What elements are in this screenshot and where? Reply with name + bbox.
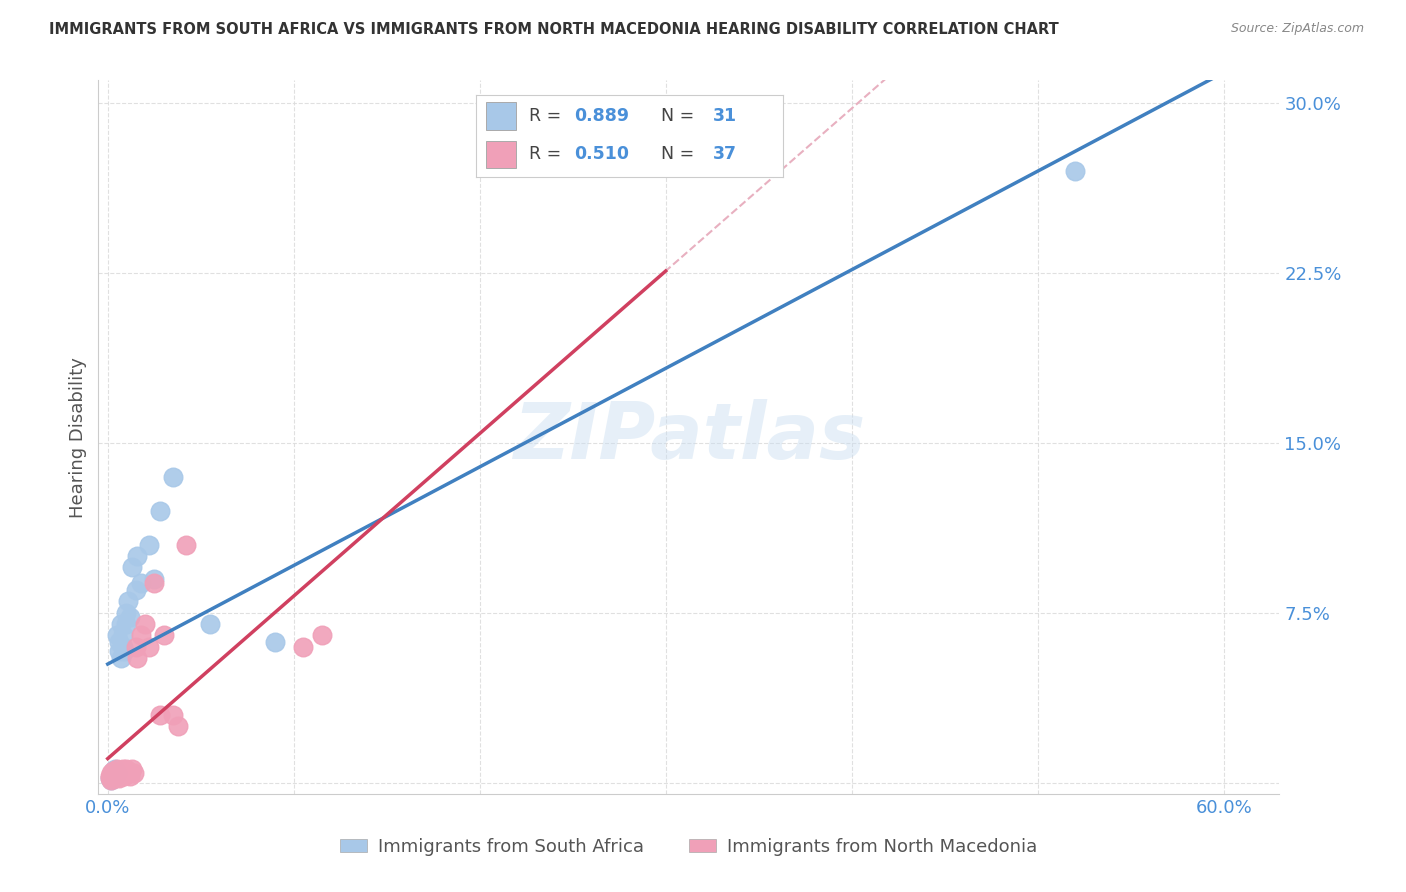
- Point: [111, 766, 134, 780]
- Point: [134, 617, 156, 632]
- Point: [167, 719, 190, 733]
- Point: [149, 707, 172, 722]
- Point: [152, 628, 174, 642]
- Text: Source: ZipAtlas.com: Source: ZipAtlas.com: [1230, 22, 1364, 36]
- Point: [114, 764, 136, 779]
- Point: [100, 769, 122, 783]
- Point: [124, 582, 146, 597]
- Point: [129, 628, 152, 642]
- Text: IMMIGRANTS FROM SOUTH AFRICA VS IMMIGRANTS FROM NORTH MACEDONIA HEARING DISABILI: IMMIGRANTS FROM SOUTH AFRICA VS IMMIGRAN…: [49, 22, 1059, 37]
- Point: [129, 576, 152, 591]
- Point: [117, 764, 139, 779]
- Point: [311, 628, 333, 642]
- Point: [149, 504, 172, 518]
- Point: [162, 469, 184, 483]
- Point: [264, 635, 287, 649]
- Point: [121, 762, 143, 776]
- Point: [124, 640, 146, 654]
- Point: [108, 635, 131, 649]
- Point: [118, 769, 141, 783]
- Y-axis label: Hearing Disability: Hearing Disability: [69, 357, 87, 517]
- Point: [122, 766, 145, 780]
- Point: [108, 771, 131, 785]
- Point: [105, 769, 128, 783]
- Point: [104, 769, 127, 783]
- Point: [114, 769, 136, 783]
- Point: [103, 764, 125, 779]
- Point: [103, 764, 125, 779]
- Point: [105, 766, 128, 780]
- Point: [111, 640, 134, 654]
- Point: [115, 762, 138, 776]
- Point: [100, 773, 122, 788]
- Point: [143, 576, 166, 591]
- Point: [117, 594, 139, 608]
- Point: [114, 644, 136, 658]
- Point: [104, 762, 127, 776]
- Text: ZIPatlas: ZIPatlas: [513, 399, 865, 475]
- Point: [162, 707, 184, 722]
- Point: [110, 651, 132, 665]
- Point: [105, 628, 128, 642]
- Point: [143, 572, 166, 586]
- Point: [108, 644, 131, 658]
- Point: [115, 617, 138, 632]
- Point: [127, 651, 149, 665]
- Point: [198, 617, 221, 632]
- Point: [138, 640, 160, 654]
- Point: [103, 766, 125, 780]
- Point: [100, 773, 122, 788]
- Point: [1063, 164, 1085, 178]
- Point: [115, 606, 138, 620]
- Point: [292, 640, 315, 654]
- Point: [118, 610, 141, 624]
- Point: [115, 766, 138, 780]
- Point: [104, 771, 127, 785]
- Point: [100, 766, 122, 780]
- Point: [111, 628, 134, 642]
- Point: [174, 538, 197, 552]
- Point: [98, 769, 121, 783]
- Point: [111, 762, 134, 776]
- Point: [127, 549, 149, 563]
- Point: [121, 560, 143, 574]
- Point: [138, 538, 160, 552]
- Point: [110, 617, 132, 632]
- Point: [110, 769, 132, 783]
- Legend: Immigrants from South Africa, Immigrants from North Macedonia: Immigrants from South Africa, Immigrants…: [333, 831, 1045, 863]
- Point: [98, 771, 121, 785]
- Point: [103, 769, 125, 783]
- Point: [98, 771, 121, 785]
- Point: [104, 766, 127, 780]
- Point: [105, 762, 128, 776]
- Point: [110, 764, 132, 779]
- Point: [108, 766, 131, 780]
